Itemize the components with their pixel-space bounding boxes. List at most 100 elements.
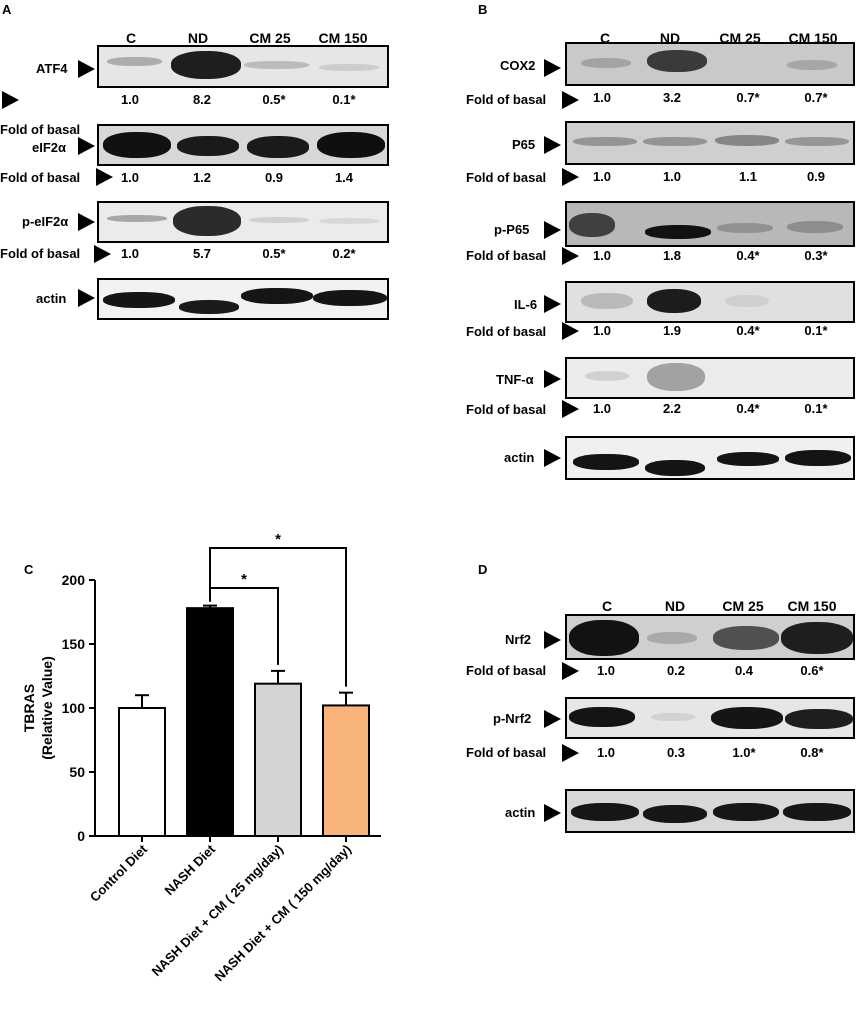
band: [103, 132, 171, 158]
band: [785, 450, 851, 466]
western-blot-p-p65: [565, 201, 855, 247]
fold-label: Fold of basal: [466, 663, 547, 678]
blot-label: actin: [504, 450, 535, 465]
fold-value: 0.4*: [736, 323, 760, 338]
band: [581, 293, 633, 309]
fold-label: Fold of basal: [0, 246, 81, 261]
lane-label: CM 25: [249, 30, 291, 46]
band: [171, 51, 241, 79]
fold-value: 0.9: [264, 170, 284, 185]
y-tick-label: 100: [62, 700, 86, 716]
blot-label: IL-6: [514, 297, 538, 312]
arrow-icon: [78, 289, 95, 307]
band: [645, 225, 711, 239]
fold-value: 0.1*: [804, 323, 828, 338]
blot-label: p-Nrf2: [493, 711, 532, 726]
arrow-icon: [562, 91, 579, 109]
fold-value: 0.5*: [262, 92, 286, 107]
arrow-icon: [544, 59, 561, 77]
arrow-icon: [562, 322, 579, 340]
arrow-icon: [544, 136, 561, 154]
fold-label: Fold of basal: [466, 248, 547, 263]
fold-value: 0.2*: [332, 246, 356, 261]
band: [569, 707, 635, 727]
band: [573, 454, 639, 470]
band: [717, 452, 779, 466]
western-blot-cox2: [565, 42, 855, 86]
fold-label: Fold of basal: [466, 324, 547, 339]
band: [573, 137, 637, 146]
fold-value: 1.8: [662, 248, 682, 263]
fold-value: 1.0: [662, 169, 682, 184]
fold-value: 0.8*: [800, 745, 824, 760]
western-blot-actin-b: [565, 436, 855, 480]
blot-label: eIF2α: [32, 140, 67, 155]
lane-label: ND: [664, 598, 686, 614]
x-tick-label: Control Diet: [87, 841, 151, 905]
lane-label: CM 150: [787, 598, 837, 614]
blot-label: TNF-α: [496, 372, 534, 387]
western-blot-nrf2: [565, 614, 855, 660]
band: [717, 223, 773, 233]
y-tick-label: 200: [62, 572, 86, 588]
band: [569, 213, 615, 237]
arrow-icon: [544, 710, 561, 728]
fold-value: 1.0: [120, 92, 140, 107]
y-axis-label-line: TBRAS: [21, 684, 37, 732]
band: [317, 132, 385, 158]
western-blot-il6: [565, 281, 855, 323]
band: [319, 218, 379, 224]
band: [585, 371, 629, 381]
fold-value: 1.0: [596, 663, 616, 678]
fold-value: 0.7*: [804, 90, 828, 105]
x-tick-label: NASH Diet + CM ( 25 mg/day): [149, 842, 287, 980]
fold-value: 0.4*: [736, 401, 760, 416]
western-blot-tnfa: [565, 357, 855, 399]
band: [241, 288, 313, 304]
lane-label: CM 150: [318, 30, 368, 46]
fold-value: 1.0: [592, 248, 612, 263]
y-tick-label: 0: [77, 828, 85, 844]
band: [647, 289, 701, 313]
band: [103, 292, 175, 308]
y-axis-label: TBRAS (Relative Value): [21, 656, 55, 760]
fold-value: 0.2: [666, 663, 686, 678]
fold-value: 1.0: [120, 170, 140, 185]
fold-value: 1.0*: [732, 745, 756, 760]
blot-label: P65: [512, 137, 536, 152]
fold-value: 0.3*: [804, 248, 828, 263]
band: [643, 805, 707, 823]
arrow-icon: [562, 662, 579, 680]
fold-value: 0.9: [806, 169, 826, 184]
arrow-icon: [78, 137, 95, 155]
fold-value: 1.9: [662, 323, 682, 338]
band: [107, 57, 162, 66]
y-tick-label: 50: [69, 764, 85, 780]
band: [179, 300, 239, 314]
arrow-icon: [544, 449, 561, 467]
band: [244, 61, 309, 69]
band: [647, 632, 697, 644]
arrow-icon: [78, 60, 95, 78]
fold-value: 0.4*: [736, 248, 760, 263]
band: [173, 206, 241, 236]
fold-value: 0.5*: [262, 246, 286, 261]
western-blot-p65: [565, 121, 855, 165]
band: [569, 620, 639, 656]
fold-value: 1.0: [596, 745, 616, 760]
band: [571, 803, 639, 821]
band: [107, 215, 167, 222]
fold-value: 2.2: [662, 401, 682, 416]
bar: [254, 682, 302, 837]
significance-bracket: [209, 547, 347, 687]
fold-label: Fold of basal: [0, 122, 81, 137]
lane-label: C: [601, 598, 613, 614]
fold-value: 1.0: [592, 401, 612, 416]
band: [651, 713, 695, 721]
blot-label: ATF4: [36, 61, 68, 76]
arrow-icon: [562, 168, 579, 186]
fold-value: 1.4: [334, 170, 354, 185]
western-blot-p-eif2a: [97, 201, 389, 243]
arrow-icon: [96, 168, 113, 186]
band: [713, 803, 779, 821]
